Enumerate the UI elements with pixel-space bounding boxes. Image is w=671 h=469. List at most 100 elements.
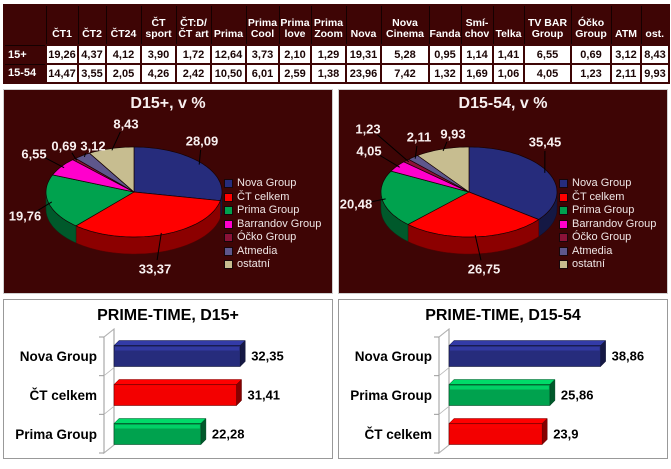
data-cell: 10,50 <box>210 63 247 84</box>
bar-end-face <box>549 378 556 407</box>
legend-item: Barrandov Group <box>559 217 665 230</box>
data-cell: 1,69 <box>460 63 494 84</box>
data-cell: 1,38 <box>310 63 347 84</box>
wall-gridline <box>103 328 115 338</box>
legend-swatch <box>224 219 233 229</box>
pie-data-label: 1,23 <box>355 122 380 137</box>
column-header: ČT1 <box>45 4 79 46</box>
legend-swatch <box>559 260 568 269</box>
bar-svg-prime-time-d15-54: 38,86 Nova Group 25,86 Prima Group 23,9 ČT ce… <box>350 327 645 455</box>
column-header: ČT:D/ ČT art <box>175 4 212 46</box>
legend-swatch <box>559 192 568 202</box>
legend-label: Nova Group <box>237 177 297 189</box>
bar-value-label: 38,86 <box>612 349 645 364</box>
bar <box>113 423 202 445</box>
bar-highlight <box>450 425 542 429</box>
data-cell: 3,73 <box>245 44 280 65</box>
label-leader-line <box>111 131 121 151</box>
column-header: Prima Zoom <box>310 4 347 46</box>
label-leader-line <box>198 149 202 165</box>
legend-label: ostatní <box>572 258 606 270</box>
bar-highlight <box>115 386 236 390</box>
legend-swatch <box>224 206 233 215</box>
wall-gridline <box>103 444 115 454</box>
data-cell: 8,43 <box>640 44 670 65</box>
legend-swatch <box>559 206 568 215</box>
label-leader-line <box>156 232 162 261</box>
legend-swatch <box>559 233 568 242</box>
column-header: Nova <box>345 4 382 46</box>
data-cell: 4,26 <box>140 63 177 84</box>
table-header: ČT1 ČT2 ČT24 ČT sport ČT:D/ ČT art Prima Prima… <box>3 4 670 46</box>
legend-item: Óčko Group <box>224 232 330 243</box>
legend-item: Prima Group <box>224 205 330 216</box>
data-cell: 2,05 <box>105 63 142 84</box>
bar-top-face <box>448 379 556 385</box>
data-cell: 0,69 <box>570 44 612 65</box>
data-cell: 2,59 <box>278 63 312 84</box>
legend-label: ČT celkem <box>572 190 625 203</box>
legend-swatch <box>559 246 568 256</box>
legend-swatch <box>224 233 233 242</box>
column-header: TV BAR Group <box>523 4 572 46</box>
legend-d15-plus: Nova Group ČT celkem Prima Group Barrandov … <box>224 178 330 273</box>
legend-label: Atmedia <box>237 244 278 257</box>
bar-charts-row: PRIME-TIME, D15+ 32,35 Nova Group 31,41 ČT … <box>3 299 668 459</box>
bar-highlight <box>450 347 600 351</box>
pie-charts-row: D15+, v % 28,09 33,37 19,76 6,55 0,69 3,12 8,4… <box>3 89 668 294</box>
pie-slice <box>88 146 135 193</box>
bar <box>448 345 601 367</box>
legend-swatch <box>224 179 233 188</box>
data-cell: 19,31 <box>345 44 382 65</box>
legend-label: Óčko Group <box>237 231 297 243</box>
data-cell: 3,12 <box>610 44 642 65</box>
legend-label: ostatní <box>237 258 271 270</box>
bar-category-label: Prima Group <box>350 388 432 403</box>
legend-item: Atmedia <box>559 245 665 257</box>
label-leader-line <box>367 198 386 203</box>
data-cell: 1,06 <box>492 63 525 84</box>
wall-gridline <box>438 367 450 376</box>
data-cell: 0,95 <box>428 44 462 65</box>
bar-category-label: Prima Group <box>15 427 97 442</box>
column-header: ČT sport <box>140 4 177 46</box>
data-cell: 2,42 <box>175 63 212 84</box>
legend-item: ostatní <box>224 259 330 270</box>
pie-data-label: 33,37 <box>139 262 172 277</box>
column-header: Prima love <box>278 4 312 46</box>
bar-highlight <box>115 425 200 429</box>
bar-value-label: 31,41 <box>248 388 281 403</box>
legend-label: Barrandov Group <box>572 217 657 230</box>
column-header: ČT2 <box>77 4 107 46</box>
bar-end-face <box>600 339 606 368</box>
bar-end-face <box>239 339 246 368</box>
pie-slice <box>390 161 470 193</box>
axis-wall <box>103 327 115 455</box>
bar-category-label: ČT celkem <box>364 427 432 442</box>
legend-swatch <box>224 260 233 269</box>
legend-swatch <box>224 246 233 256</box>
bar-title-prime-time-d15-plus: PRIME-TIME, D15+ <box>97 307 239 324</box>
bar-svg-prime-time-d15-plus: 32,35 Nova Group 31,41 ČT celkem 22,28 Prima … <box>15 327 284 455</box>
wall-gridline <box>438 406 450 415</box>
wall-gridline <box>103 367 115 376</box>
bar-category-label: Nova Group <box>20 349 97 364</box>
bar-category-label: Nova Group <box>355 349 432 364</box>
bar-value-label: 23,9 <box>553 427 578 442</box>
bar-category-label: ČT celkem <box>29 388 97 403</box>
label-leader-line <box>414 145 418 159</box>
bar-top-face <box>113 340 246 346</box>
wall-gridline <box>438 444 450 454</box>
pie-chart-d15-plus: D15+, v % 28,09 33,37 19,76 6,55 0,69 3,12 8,4… <box>3 89 333 294</box>
data-cell: 4,12 <box>105 44 142 65</box>
bar <box>113 345 241 367</box>
data-cell: 12,64 <box>210 44 247 65</box>
legend-item: Nova Group <box>224 178 330 189</box>
column-header: ČT24 <box>105 4 142 46</box>
bar <box>448 423 543 445</box>
column-header: Smí- chov <box>460 4 494 46</box>
column-header: Nova Cinema <box>380 4 430 46</box>
pie-data-label: 9,93 <box>440 127 465 142</box>
wall-gridline <box>438 328 450 338</box>
column-header: Prima <box>210 4 247 46</box>
